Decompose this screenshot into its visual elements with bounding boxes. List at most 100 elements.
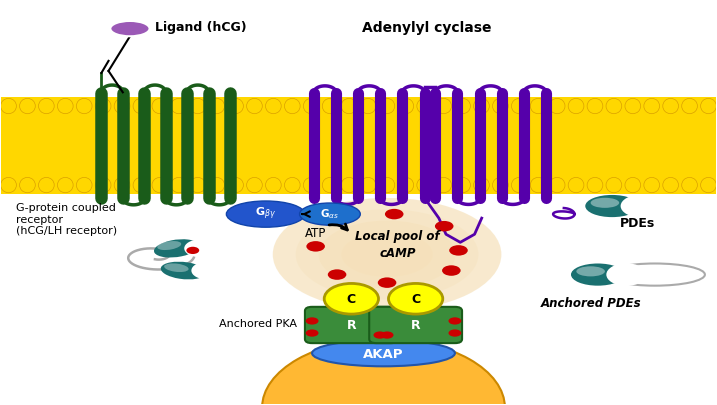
Ellipse shape xyxy=(133,178,149,193)
Ellipse shape xyxy=(114,178,130,193)
Circle shape xyxy=(385,209,404,220)
Ellipse shape xyxy=(360,99,376,114)
Ellipse shape xyxy=(76,99,92,114)
Ellipse shape xyxy=(190,99,206,114)
Ellipse shape xyxy=(95,178,111,193)
Ellipse shape xyxy=(152,99,168,114)
Bar xyxy=(1,98,716,194)
Ellipse shape xyxy=(587,178,603,193)
Ellipse shape xyxy=(644,178,660,193)
Ellipse shape xyxy=(474,99,489,114)
Ellipse shape xyxy=(154,240,199,258)
Ellipse shape xyxy=(398,178,414,193)
Text: R: R xyxy=(411,319,420,332)
Ellipse shape xyxy=(152,178,168,193)
Ellipse shape xyxy=(417,99,432,114)
Ellipse shape xyxy=(493,178,508,193)
Text: G$_{\alpha s}$: G$_{\alpha s}$ xyxy=(320,207,339,220)
Circle shape xyxy=(328,270,346,280)
Ellipse shape xyxy=(436,178,452,193)
Circle shape xyxy=(435,222,453,232)
Text: AKAP: AKAP xyxy=(364,347,404,360)
Ellipse shape xyxy=(247,178,262,193)
Ellipse shape xyxy=(455,178,470,193)
Ellipse shape xyxy=(701,99,716,114)
Wedge shape xyxy=(262,339,505,405)
Circle shape xyxy=(305,330,318,337)
Ellipse shape xyxy=(585,196,639,217)
Circle shape xyxy=(621,195,660,218)
Ellipse shape xyxy=(591,198,619,208)
Ellipse shape xyxy=(1,178,16,193)
Circle shape xyxy=(378,278,397,288)
Text: G$_{\beta\gamma}$: G$_{\beta\gamma}$ xyxy=(255,205,276,221)
Ellipse shape xyxy=(568,178,584,193)
Ellipse shape xyxy=(379,99,395,114)
Ellipse shape xyxy=(606,178,622,193)
Ellipse shape xyxy=(511,99,527,114)
Ellipse shape xyxy=(531,99,546,114)
Text: R: R xyxy=(346,319,356,332)
Ellipse shape xyxy=(39,178,54,193)
Ellipse shape xyxy=(209,99,224,114)
Ellipse shape xyxy=(549,99,565,114)
Ellipse shape xyxy=(265,99,281,114)
Ellipse shape xyxy=(228,178,243,193)
Circle shape xyxy=(450,245,467,256)
Text: Anchored PKA: Anchored PKA xyxy=(219,318,298,328)
Ellipse shape xyxy=(663,178,678,193)
Ellipse shape xyxy=(171,178,186,193)
Ellipse shape xyxy=(209,178,224,193)
Text: C: C xyxy=(411,292,420,305)
Ellipse shape xyxy=(682,99,698,114)
Circle shape xyxy=(324,284,379,314)
Ellipse shape xyxy=(164,264,189,272)
Ellipse shape xyxy=(398,99,414,114)
Ellipse shape xyxy=(57,178,73,193)
Text: C: C xyxy=(347,292,356,305)
Ellipse shape xyxy=(303,178,319,193)
Ellipse shape xyxy=(322,99,338,114)
Ellipse shape xyxy=(568,99,584,114)
Ellipse shape xyxy=(663,99,678,114)
Ellipse shape xyxy=(265,178,281,193)
Ellipse shape xyxy=(341,232,433,277)
Ellipse shape xyxy=(606,99,622,114)
Ellipse shape xyxy=(587,99,603,114)
Ellipse shape xyxy=(682,178,698,193)
Ellipse shape xyxy=(571,264,625,286)
Ellipse shape xyxy=(474,178,489,193)
Ellipse shape xyxy=(318,221,455,289)
Ellipse shape xyxy=(19,99,35,114)
Text: Ligand (hCG): Ligand (hCG) xyxy=(155,21,247,34)
Ellipse shape xyxy=(295,210,478,300)
Text: Adenylyl cyclase: Adenylyl cyclase xyxy=(361,21,491,34)
Ellipse shape xyxy=(285,99,300,114)
Text: PDEs: PDEs xyxy=(619,216,655,229)
Ellipse shape xyxy=(436,99,452,114)
Ellipse shape xyxy=(644,99,660,114)
Ellipse shape xyxy=(227,202,305,228)
Ellipse shape xyxy=(701,178,716,193)
Ellipse shape xyxy=(76,178,92,193)
Circle shape xyxy=(191,262,223,280)
Ellipse shape xyxy=(157,241,181,250)
Ellipse shape xyxy=(549,178,565,193)
Ellipse shape xyxy=(341,99,357,114)
Ellipse shape xyxy=(341,178,357,193)
Ellipse shape xyxy=(161,262,206,280)
Ellipse shape xyxy=(272,198,501,311)
Circle shape xyxy=(184,240,216,258)
Ellipse shape xyxy=(19,178,35,193)
FancyBboxPatch shape xyxy=(305,307,398,343)
Circle shape xyxy=(381,332,394,339)
Text: ATP: ATP xyxy=(305,226,326,239)
Ellipse shape xyxy=(379,178,395,193)
Circle shape xyxy=(389,284,443,314)
Ellipse shape xyxy=(322,178,338,193)
Ellipse shape xyxy=(57,99,73,114)
Ellipse shape xyxy=(190,178,206,193)
Ellipse shape xyxy=(455,99,470,114)
Circle shape xyxy=(335,213,353,224)
Ellipse shape xyxy=(360,178,376,193)
